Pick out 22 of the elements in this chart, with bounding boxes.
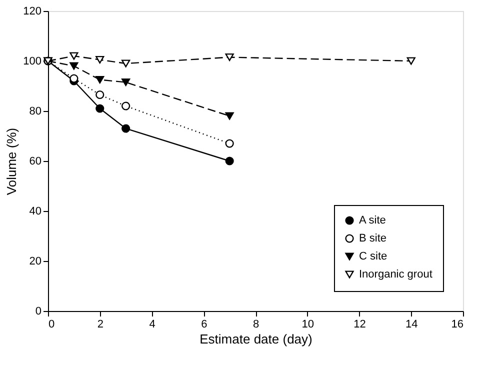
legend-label: Inorganic grout xyxy=(359,268,432,280)
legend-label: A site xyxy=(359,214,386,226)
x-tick-label: 10 xyxy=(302,318,314,330)
x-tick-label: 2 xyxy=(97,318,104,330)
x-tick-label: 0 xyxy=(48,318,55,330)
x-axis-title: Estimate date (day) xyxy=(200,332,312,346)
y-tick-label: 60 xyxy=(29,156,42,168)
y-tick-label: 100 xyxy=(23,56,42,68)
y-axis-title: Volume (%) xyxy=(4,128,20,196)
legend-label: C site xyxy=(359,250,388,262)
y-tick-label: 120 xyxy=(23,6,42,18)
y-tick-label: 80 xyxy=(29,106,42,118)
x-tick-label: 14 xyxy=(406,318,418,330)
y-tick-label: 40 xyxy=(29,206,42,218)
x-tick-label: 12 xyxy=(354,318,366,330)
y-tick-label: 20 xyxy=(29,256,42,268)
x-tick-label: 4 xyxy=(149,318,156,330)
y-tick-label: 0 xyxy=(35,306,42,318)
x-tick-label: 16 xyxy=(451,318,464,330)
x-tick-label: 8 xyxy=(252,318,260,330)
x-tick-label: 6 xyxy=(201,318,208,330)
legend-label: B site xyxy=(359,232,387,244)
